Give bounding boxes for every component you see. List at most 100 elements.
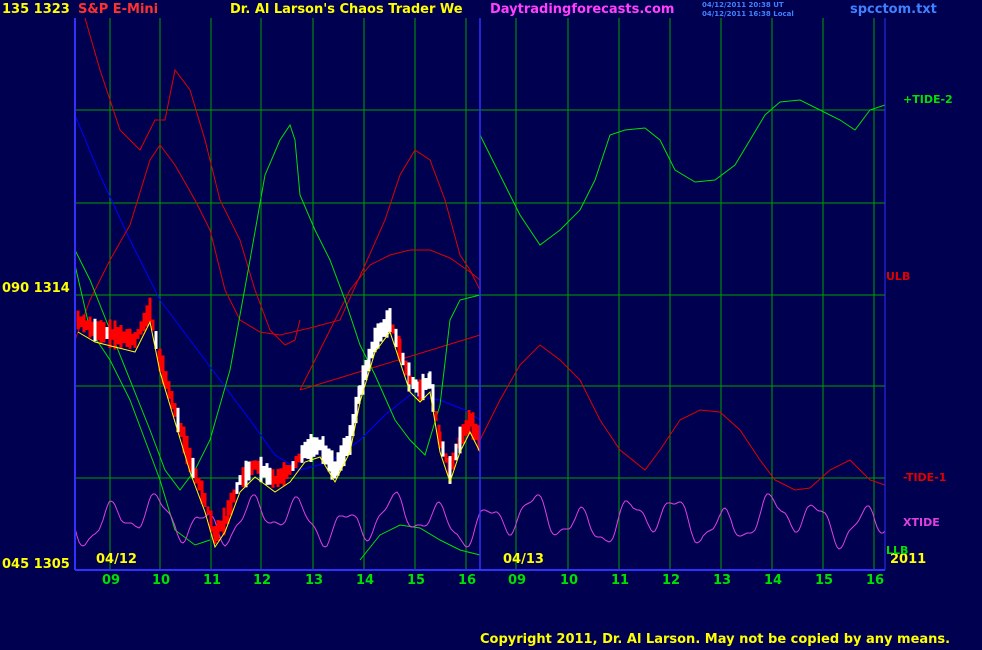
price-bar: [226, 500, 230, 524]
price-bar: [148, 297, 152, 323]
price-bar: [176, 407, 180, 433]
price-bar: [333, 461, 337, 479]
copyright: Copyright 2011, Dr. Al Larson. May not b…: [480, 632, 951, 647]
price-bar: [318, 439, 322, 451]
price-bar: [300, 445, 304, 463]
price-bar: [173, 403, 177, 417]
price-bar: [291, 461, 295, 471]
price-bar: [461, 424, 465, 444]
price-bar: [206, 506, 210, 515]
price-bar: [398, 338, 402, 362]
price-bar: [238, 475, 242, 485]
price-bar: [288, 465, 292, 475]
x-tick-label: 11: [203, 573, 222, 588]
price-bar: [229, 492, 233, 516]
price-bar: [414, 379, 418, 393]
price-bar: [411, 376, 415, 390]
price-bar: [370, 341, 374, 359]
tide2-label: +TIDE-2: [903, 93, 953, 106]
x-tick-label: 11: [611, 573, 630, 588]
x-tick-label: 14: [356, 573, 375, 588]
price-bar: [122, 331, 126, 344]
price-bar: [351, 414, 355, 436]
price-bar: [93, 318, 97, 342]
price-bar: [154, 331, 158, 349]
price-bar: [131, 333, 135, 346]
price-bar: [170, 391, 174, 409]
price-bar: [119, 325, 123, 348]
price-bar: [330, 450, 334, 480]
price-bar: [268, 467, 272, 485]
date-year: 2011: [890, 552, 927, 567]
price-bar: [96, 321, 100, 341]
price-bar: [361, 365, 365, 395]
price-bar: [408, 375, 412, 385]
price-bar: [321, 436, 325, 464]
price-bar: [431, 384, 435, 412]
price-bar: [306, 439, 310, 459]
price-bar: [354, 396, 358, 424]
price-bar: [182, 426, 186, 454]
price-bar: [197, 477, 201, 491]
price-bar: [477, 425, 481, 451]
price-bar: [357, 386, 361, 404]
price-bar: [279, 468, 283, 484]
price-bar: [339, 445, 343, 471]
price-bar: [451, 452, 455, 470]
chart-axes: [74, 18, 886, 571]
price-bar: [235, 482, 239, 494]
price-bar: [345, 436, 349, 456]
price-bar: [454, 443, 458, 461]
price-bar: [200, 480, 204, 504]
price-bar: [336, 452, 340, 476]
price-bar: [128, 328, 132, 349]
price-bar: [276, 469, 280, 487]
price-bar: [294, 455, 298, 469]
price-bar: [247, 461, 251, 481]
ulb-segment-b: [74, 144, 481, 341]
price-bar: [367, 348, 371, 372]
price-bar: [209, 510, 213, 532]
price-bar: [158, 348, 162, 372]
price-bar: [348, 425, 352, 455]
price-bar: [76, 310, 80, 330]
price-bar: [164, 371, 168, 389]
price-bar: [191, 457, 195, 479]
price-bar: [216, 520, 220, 541]
site-url[interactable]: Daytradingforecasts.com: [490, 2, 675, 17]
price-bar: [464, 420, 468, 436]
price-bar: [388, 308, 392, 332]
price-bar: [474, 423, 478, 441]
price-bar: [188, 447, 192, 473]
xtide-label: XTIDE: [903, 516, 940, 529]
price-bar: [382, 319, 386, 337]
price-bar: [324, 445, 328, 465]
price-bar: [444, 453, 448, 463]
price-bar: [379, 322, 383, 342]
price-bar: [438, 431, 442, 449]
price-bar: [394, 328, 398, 348]
price-bar: [259, 456, 263, 483]
price-bar: [105, 327, 109, 339]
price-bar: [108, 319, 112, 349]
x-tick-label: 16: [866, 573, 885, 588]
x-tick-label: 12: [253, 573, 272, 588]
price-bar: [116, 327, 120, 345]
price-bar: [424, 378, 428, 390]
x-tick-label: 12: [662, 573, 681, 588]
price-bar: [82, 314, 86, 333]
price-bar: [273, 475, 277, 485]
price-bar: [85, 320, 89, 331]
price-bar: [401, 352, 405, 366]
site-title: Dr. Al Larson's Chaos Trader We: [230, 2, 463, 17]
price-bar: [418, 379, 422, 401]
price-bar: [219, 520, 223, 532]
x-tick-label: 13: [305, 573, 324, 588]
price-bar: [256, 460, 260, 474]
price-bar: [185, 435, 189, 465]
price-bar: [139, 321, 143, 335]
date-day2: 04/13: [503, 552, 544, 567]
tide1-label: -TIDE-1: [903, 471, 947, 484]
price-bar: [213, 525, 217, 545]
